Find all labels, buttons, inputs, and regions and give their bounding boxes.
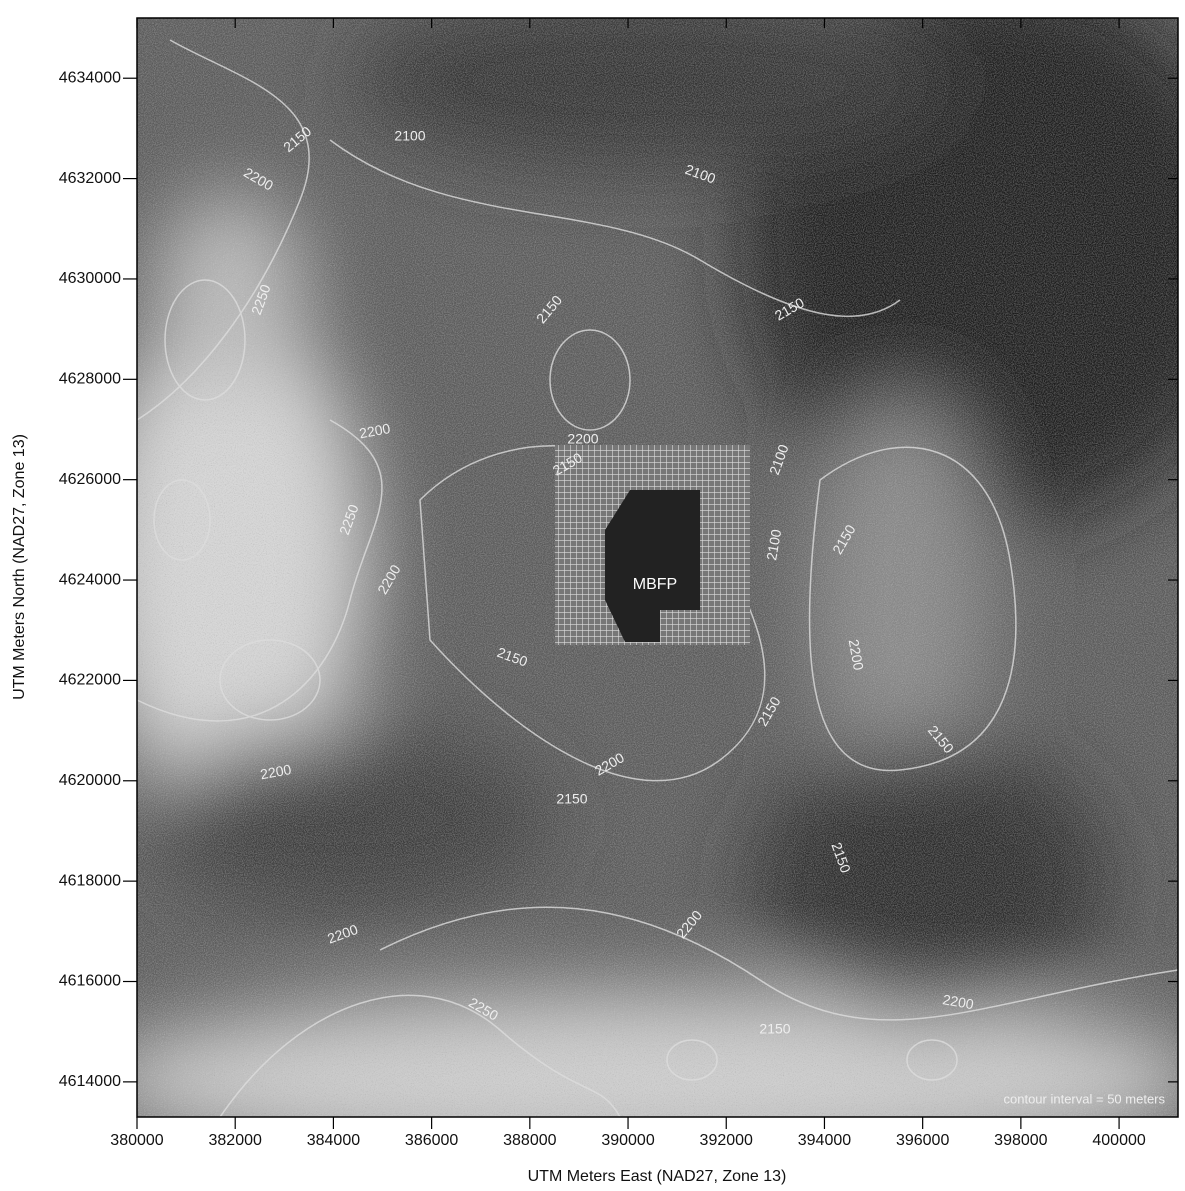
x-tick-label: 400000 (1092, 1132, 1145, 1149)
x-tick-label: 392000 (700, 1132, 753, 1149)
x-tick-label: 390000 (601, 1132, 654, 1149)
y-tick-label: 4616000 (59, 973, 121, 990)
y-tick-label: 4630000 (59, 270, 121, 287)
x-tick-label: 396000 (896, 1132, 949, 1149)
x-tick-label: 382000 (209, 1132, 262, 1149)
y-tick-label: 4618000 (59, 872, 121, 889)
contour-label: 2150 (556, 791, 587, 807)
y-axis-label: UTM Meters North (NAD27, Zone 13) (11, 434, 28, 700)
x-axis-label: UTM Meters East (NAD27, Zone 13) (528, 1168, 787, 1185)
contour-label: 2100 (394, 128, 425, 144)
plot-frame (136, 17, 1179, 1118)
contour-label: 2200 (358, 420, 392, 441)
contour-label: 2200 (846, 638, 867, 672)
x-tick-label: 398000 (994, 1132, 1047, 1149)
contour-label: 2200 (941, 991, 975, 1012)
y-tick-label: 4628000 (59, 371, 121, 388)
y-tick-label: 4634000 (59, 69, 121, 86)
y-tick-label: 4622000 (59, 672, 121, 689)
x-tick-label: 380000 (110, 1132, 163, 1149)
contour-label: 2200 (567, 431, 598, 447)
contour-label: 2150 (759, 1021, 790, 1037)
x-tick-label: 384000 (307, 1132, 360, 1149)
y-tick-label: 4626000 (59, 471, 121, 488)
contour-note: contour interval = 50 meters (1004, 1091, 1166, 1106)
map-image (137, 18, 1178, 1117)
y-tick-label: 4632000 (59, 170, 121, 187)
y-tick-label: 4614000 (59, 1073, 121, 1090)
x-tick-label: 388000 (503, 1132, 556, 1149)
y-tick-label: 4620000 (59, 772, 121, 789)
x-tick-label: 386000 (405, 1132, 458, 1149)
contour-label: 2100 (763, 528, 784, 562)
contour-label: 2200 (259, 761, 293, 782)
site-label: MBFP (633, 576, 677, 593)
x-tick-label: 394000 (798, 1132, 851, 1149)
y-tick-label: 4624000 (59, 571, 121, 588)
